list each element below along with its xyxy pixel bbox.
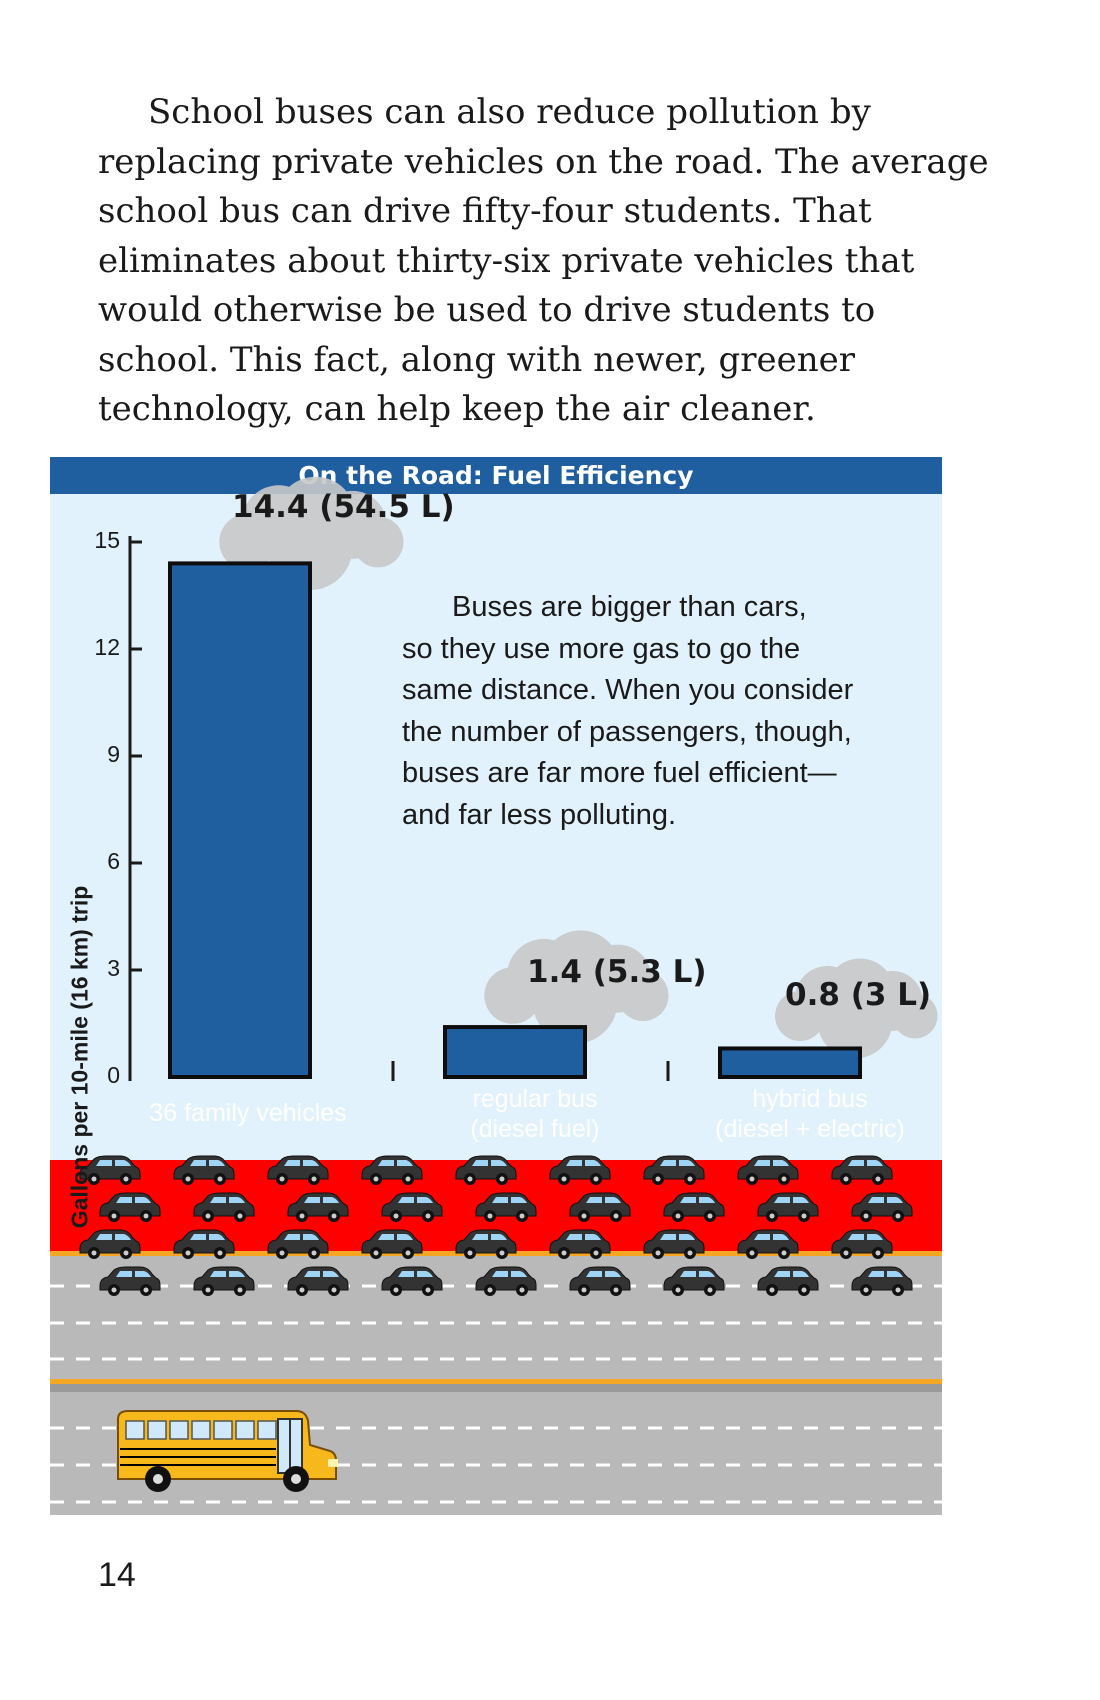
body-line: eliminates about thirty-six private vehi… <box>98 240 915 281</box>
body-line: School buses can also reduce pollution b… <box>148 92 871 132</box>
body-line: school. This fact, along with newer, gre… <box>98 339 856 380</box>
car-icon <box>475 1266 537 1296</box>
car-icon <box>287 1266 349 1296</box>
body-line: technology, can help keep the air cleane… <box>98 389 816 429</box>
car-icon <box>361 1229 423 1259</box>
annotation-line: Buses are bigger than cars, <box>452 591 807 623</box>
car-icon <box>79 1155 141 1185</box>
school-bus-icon <box>117 1410 338 1492</box>
car-icon <box>381 1266 443 1296</box>
car-icon <box>757 1192 819 1222</box>
category-label-line: hybrid bus <box>752 1085 868 1113</box>
car-icon <box>79 1229 141 1259</box>
y-axis <box>128 536 670 1081</box>
chart-title: On the Road: Fuel Efficiency <box>50 457 942 494</box>
car-icon <box>361 1155 423 1185</box>
cloud-icon <box>484 930 669 1044</box>
car-icon <box>851 1266 913 1296</box>
car-icon <box>549 1155 611 1185</box>
category-label-line: (diesel fuel) <box>470 1115 600 1143</box>
body-line: would otherwise be used to drive student… <box>98 290 876 330</box>
car-icon <box>193 1192 255 1222</box>
car-icon <box>737 1229 799 1259</box>
category-label: 36 family vehicles <box>118 1098 378 1128</box>
car-icon <box>455 1155 517 1185</box>
car-icon <box>737 1155 799 1185</box>
y-tick-label: 9 <box>107 741 120 767</box>
car-icon <box>569 1192 631 1222</box>
bar <box>168 561 312 1079</box>
car-icon <box>455 1229 517 1259</box>
y-tick-label: 15 <box>94 527 120 553</box>
annotation-line: the number of passengers, though, <box>402 715 852 748</box>
car-icon <box>287 1192 349 1222</box>
car-icon <box>267 1229 329 1259</box>
bar <box>718 1046 862 1080</box>
traffic-illustration <box>50 1155 942 1504</box>
annotation-line: same distance. When you consider <box>402 674 854 706</box>
car-icon <box>193 1266 255 1296</box>
page-number: 14 <box>98 1556 136 1594</box>
y-axis-title: Gallons per 10-mile (16 km) trip <box>66 885 93 1229</box>
car-icon <box>549 1229 611 1259</box>
bars <box>168 561 862 1080</box>
annotation-line: and far less polluting. <box>402 798 677 831</box>
car-icon <box>757 1266 819 1296</box>
car-icon <box>643 1229 705 1259</box>
car-icon <box>831 1155 893 1185</box>
category-label: hybrid bus (diesel + electric) <box>680 1084 940 1144</box>
car-icon <box>851 1192 913 1222</box>
annotation-line: buses are far more fuel efficient— <box>402 757 837 789</box>
category-label-line: (diesel + electric) <box>715 1115 905 1143</box>
road-stripe <box>50 1379 942 1384</box>
car-icon <box>569 1266 631 1296</box>
annotation-line: so they use more gas to go the <box>402 632 801 665</box>
body-line: school bus can drive fifty-four students… <box>98 191 872 231</box>
y-tick-label: 3 <box>107 955 120 981</box>
y-tick-label: 6 <box>107 848 120 874</box>
cloud-icon <box>775 958 938 1059</box>
y-tick-label: 0 <box>107 1062 120 1088</box>
car-icon <box>643 1155 705 1185</box>
car-icon <box>173 1229 235 1259</box>
category-label-line: regular bus <box>472 1085 598 1113</box>
car-icon <box>173 1155 235 1185</box>
fuel-efficiency-figure: On the Road: Fuel Efficiency Gallons per… <box>50 457 942 1515</box>
car-icon <box>475 1192 537 1222</box>
body-paragraph: School buses can also reduce pollution b… <box>98 88 989 435</box>
data-label: 1.4 (5.3 L) <box>527 954 707 990</box>
data-label: 14.4 (54.5 L) <box>232 489 455 525</box>
category-label: regular bus (diesel fuel) <box>405 1084 665 1144</box>
car-icon <box>381 1192 443 1222</box>
car-icon <box>99 1266 161 1296</box>
car-icon <box>831 1229 893 1259</box>
category-label-line: 36 family vehicles <box>149 1099 347 1127</box>
car-icon <box>99 1192 161 1222</box>
bar-chart <box>50 476 942 1504</box>
body-line: replacing private vehicles on the road. … <box>98 141 989 182</box>
y-tick-label: 12 <box>94 634 120 660</box>
car-icon <box>663 1266 725 1296</box>
bar <box>443 1025 587 1079</box>
car-icon <box>267 1155 329 1185</box>
road-median <box>50 1384 942 1392</box>
chart-annotation: Buses are bigger than cars, so they use … <box>402 587 862 836</box>
car-icon <box>663 1192 725 1222</box>
data-label: 0.8 (3 L) <box>785 977 932 1013</box>
